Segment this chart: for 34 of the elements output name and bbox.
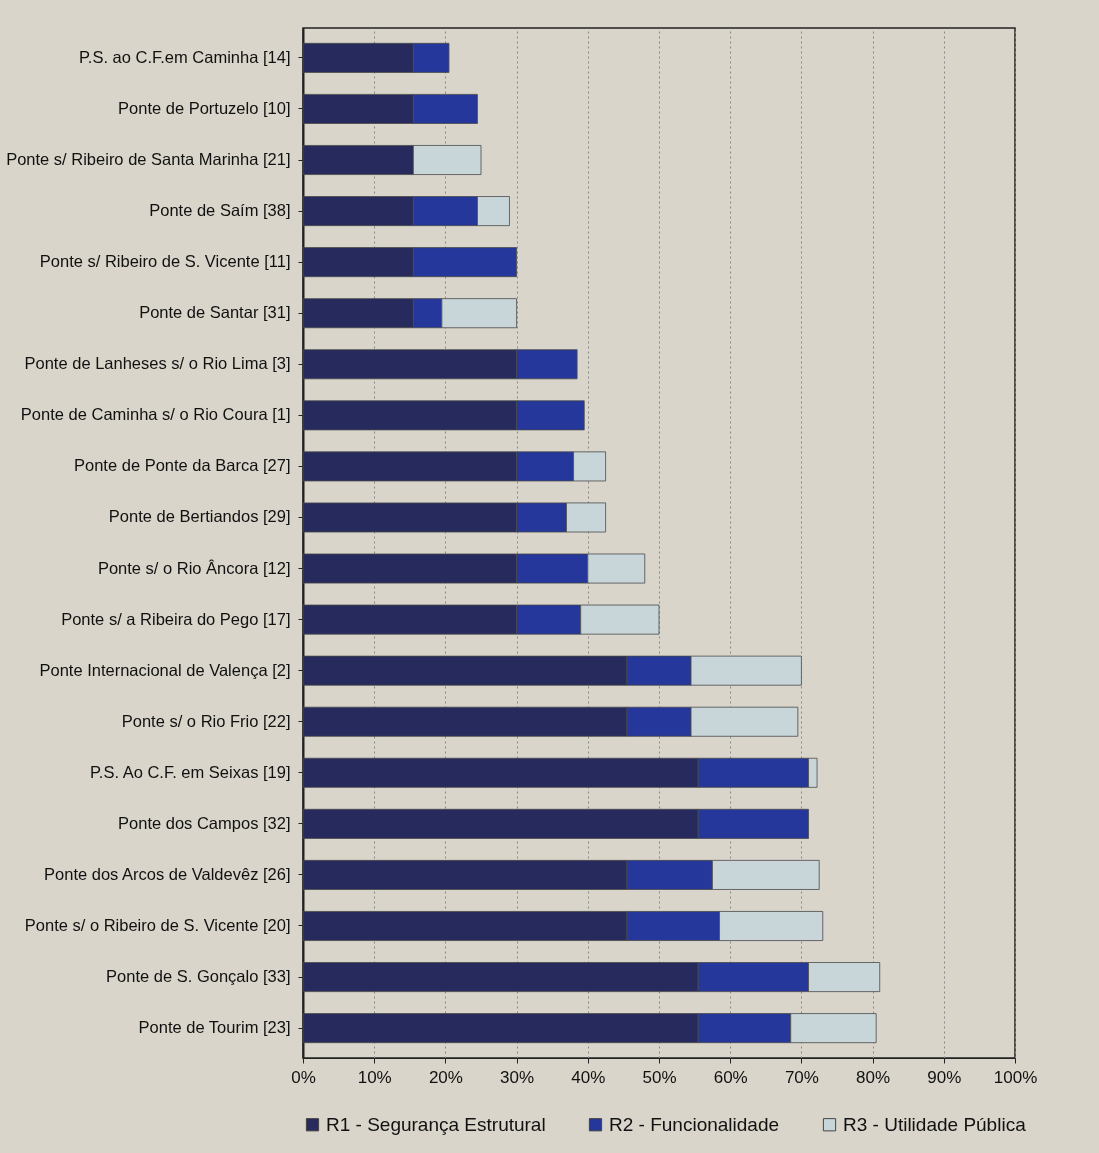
y-tick-label: Ponte s/ o Rio Âncora [12]	[97, 558, 291, 577]
x-tick-label: 20%	[428, 1067, 463, 1087]
y-tick-label: P.S. ao C.F.em Caminha [14]	[78, 47, 291, 66]
y-tick-label: Ponte de Bertiandos [29]	[108, 507, 291, 526]
x-tick-label: 40%	[571, 1067, 606, 1087]
y-tick-label: Ponte de Tourim [23]	[138, 1018, 291, 1037]
y-tick-label: Ponte de Santar [31]	[139, 303, 291, 322]
y-tick-label: Ponte s/ o Rio Frio [22]	[121, 711, 291, 730]
y-tick-label: Ponte de S. Gonçalo [33]	[106, 967, 291, 986]
y-tick-label: Ponte de Caminha s/ o Rio Coura [1]	[20, 405, 291, 424]
y-tick-label: Ponte s/ Ribeiro de S. Vicente [11]	[39, 252, 291, 271]
x-tick-label: 10%	[357, 1067, 392, 1087]
x-tick-label: 0%	[291, 1067, 316, 1087]
x-tick-label: 80%	[856, 1067, 891, 1087]
x-tick-label: 100%	[993, 1067, 1038, 1087]
y-tick-label: Ponte s/ a Ribeira do Pego [17]	[61, 609, 291, 628]
x-tick-label: 50%	[642, 1067, 677, 1087]
y-tick-label: Ponte dos Arcos de Valdevêz [26]	[44, 864, 291, 883]
x-tick-label: 30%	[500, 1067, 535, 1087]
x-tick-label: 70%	[784, 1067, 819, 1087]
legend-label: R3 - Utilidade Pública	[843, 1113, 1027, 1135]
y-tick-label: Ponte s/ Ribeiro de Santa Marinha [21]	[6, 150, 291, 169]
y-tick-label: Ponte Internacional de Valença [2]	[39, 660, 291, 679]
y-tick-label: Ponte de Saím [38]	[149, 201, 291, 220]
y-tick-label: Ponte de Ponte da Barca [27]	[74, 456, 291, 475]
y-tick-label: Ponte de Lanheses s/ o Rio Lima [3]	[24, 354, 291, 373]
y-tick-label: Ponte dos Campos [32]	[118, 813, 291, 832]
y-tick-label: Ponte de Portuzelo [10]	[118, 98, 291, 117]
y-tick-label: P.S. Ao C.F. em Seixas [19]	[89, 762, 291, 781]
x-tick-label: 90%	[927, 1067, 962, 1087]
legend-label: R1 - Segurança Estrutural	[326, 1113, 546, 1135]
x-tick-label: 60%	[713, 1067, 748, 1087]
legend-label: R2 - Funcionalidade	[609, 1113, 780, 1135]
y-tick-label: Ponte s/ o Ribeiro de S. Vicente [20]	[24, 915, 291, 934]
